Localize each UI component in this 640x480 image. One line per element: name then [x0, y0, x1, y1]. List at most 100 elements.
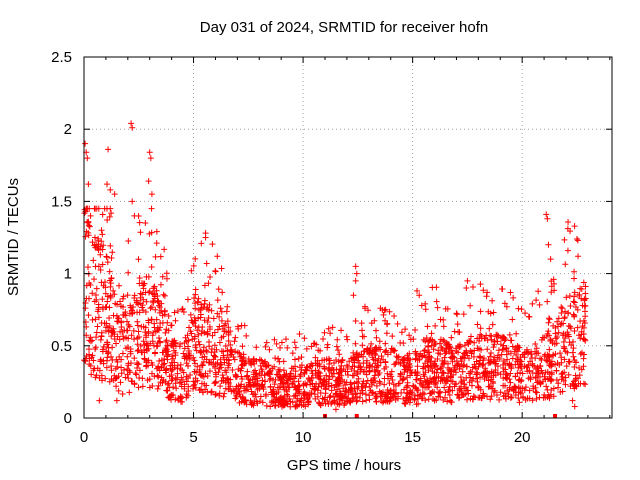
data-point [85, 219, 92, 226]
data-point [335, 347, 342, 354]
data-point [500, 358, 507, 365]
data-point [184, 296, 191, 303]
data-point [461, 350, 468, 357]
data-point [152, 328, 159, 335]
data-point [82, 305, 89, 312]
data-point [455, 349, 462, 356]
data-point [187, 311, 194, 318]
data-point [341, 395, 348, 402]
data-point [444, 364, 451, 371]
data-point [437, 388, 444, 395]
data-point [545, 353, 552, 360]
data-point [544, 375, 551, 382]
data-point [439, 377, 446, 384]
data-point [220, 377, 227, 384]
data-point [82, 140, 89, 147]
data-point [97, 267, 104, 274]
data-point [495, 347, 502, 354]
data-point [319, 379, 326, 386]
data-point [259, 399, 266, 406]
data-point [532, 340, 539, 347]
data-point [457, 355, 464, 362]
data-point [267, 375, 274, 382]
data-point [533, 297, 540, 304]
data-point [332, 390, 339, 397]
data-point [285, 375, 292, 382]
data-point [250, 358, 257, 365]
data-point [422, 397, 429, 404]
data-point [527, 374, 534, 381]
data-point [298, 395, 305, 402]
data-point [506, 376, 513, 383]
data-point [362, 391, 369, 398]
data-point [184, 332, 191, 339]
data-point [184, 362, 191, 369]
data-point [459, 368, 466, 375]
axis-marker [553, 414, 558, 418]
data-point [333, 366, 340, 373]
data-point [427, 359, 434, 366]
data-point [569, 397, 576, 404]
data-point [405, 361, 412, 368]
data-point [359, 398, 366, 405]
data-point [211, 342, 218, 349]
data-point [208, 346, 215, 353]
data-point [186, 348, 193, 355]
data-point [448, 350, 455, 357]
data-point [171, 309, 178, 316]
data-point [560, 338, 567, 345]
data-point [502, 366, 509, 373]
data-point [130, 327, 137, 334]
data-point [221, 359, 228, 366]
data-point [198, 240, 205, 247]
data-point [560, 377, 567, 384]
data-point [252, 376, 259, 383]
data-point [89, 239, 96, 246]
data-point [236, 387, 243, 394]
data-point [198, 330, 205, 337]
data-point [112, 300, 119, 307]
data-point [470, 393, 477, 400]
data-point [82, 299, 89, 306]
data-point [205, 315, 212, 322]
data-point [142, 309, 149, 316]
data-point [303, 381, 310, 388]
data-point [181, 381, 188, 388]
data-point [574, 291, 581, 298]
data-point [148, 191, 155, 198]
data-point [500, 375, 507, 382]
data-point [313, 381, 320, 388]
data-point [394, 354, 401, 361]
data-point [192, 291, 199, 298]
data-point [197, 371, 204, 378]
data-point [563, 294, 570, 301]
data-point [446, 392, 453, 399]
data-point [154, 372, 161, 379]
data-point [125, 375, 132, 382]
data-point [195, 338, 202, 345]
data-point [103, 364, 110, 371]
data-point [104, 259, 111, 266]
data-point [544, 298, 551, 305]
data-point [168, 322, 175, 329]
data-point [484, 346, 491, 353]
data-point [471, 361, 478, 368]
data-point [84, 264, 91, 271]
data-point [400, 340, 407, 347]
data-point [149, 338, 156, 345]
data-point [501, 337, 508, 344]
data-point [366, 383, 373, 390]
data-point [223, 308, 230, 315]
data-point [214, 297, 221, 304]
data-point [214, 310, 221, 317]
data-point [437, 351, 444, 358]
data-point [148, 263, 155, 270]
data-point [545, 328, 552, 335]
data-point [533, 395, 540, 402]
data-point [271, 336, 278, 343]
data-point [571, 385, 578, 392]
data-point [289, 350, 296, 357]
data-point [511, 385, 518, 392]
data-point [167, 365, 174, 372]
data-point [418, 381, 425, 388]
